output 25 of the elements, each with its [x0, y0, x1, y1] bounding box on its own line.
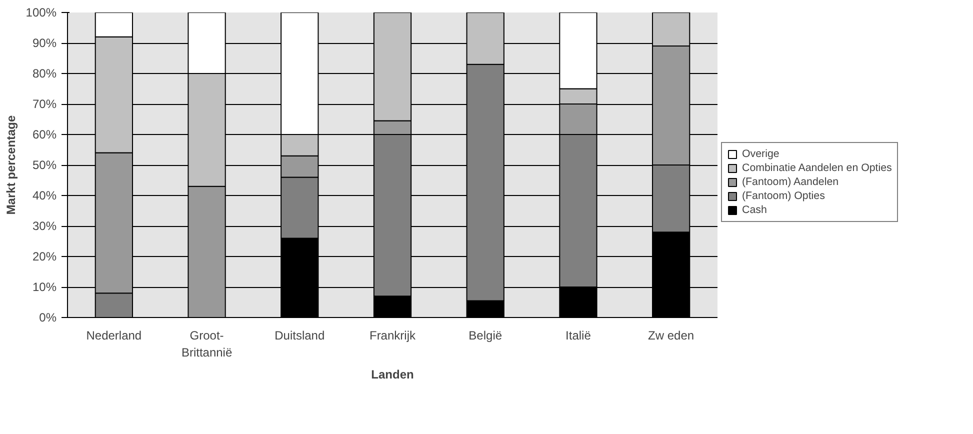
legend-label: Overige: [742, 148, 780, 160]
y-tick-label: 50%: [32, 158, 57, 172]
legend-label: (Fantoom) Opties: [742, 190, 825, 202]
y-tick-label: 0%: [39, 310, 57, 324]
y-tick-label: 90%: [32, 36, 57, 50]
x-tick-label: België: [468, 328, 502, 342]
x-tick-label: Groot- Brittannië: [181, 328, 232, 360]
y-tick-label: 10%: [32, 280, 57, 294]
y-tick-label: 30%: [32, 219, 57, 233]
y-tick-label: 20%: [32, 250, 57, 264]
x-axis-title: Landen: [371, 367, 414, 382]
x-tick-label: Italië: [566, 328, 592, 342]
y-axis-title: Markt percentage: [4, 114, 18, 215]
y-tick-label: 80%: [32, 66, 57, 80]
x-tick-label: Duitsland: [274, 328, 325, 342]
x-tick-label: Frankrijk: [370, 328, 416, 342]
x-tick-label: Zw eden: [648, 328, 694, 342]
x-tick-label: Nederland: [86, 328, 142, 342]
y-tick-label: 60%: [32, 128, 57, 142]
legend-label: Cash: [742, 204, 767, 216]
y-tick-label: 70%: [32, 97, 57, 111]
y-tick-label: 100%: [26, 6, 57, 20]
legend-label: Combinatie Aandelen en Opties: [742, 162, 892, 174]
y-tick-label: 40%: [32, 188, 57, 202]
legend-label: (Fantoom) Aandelen: [742, 176, 839, 188]
